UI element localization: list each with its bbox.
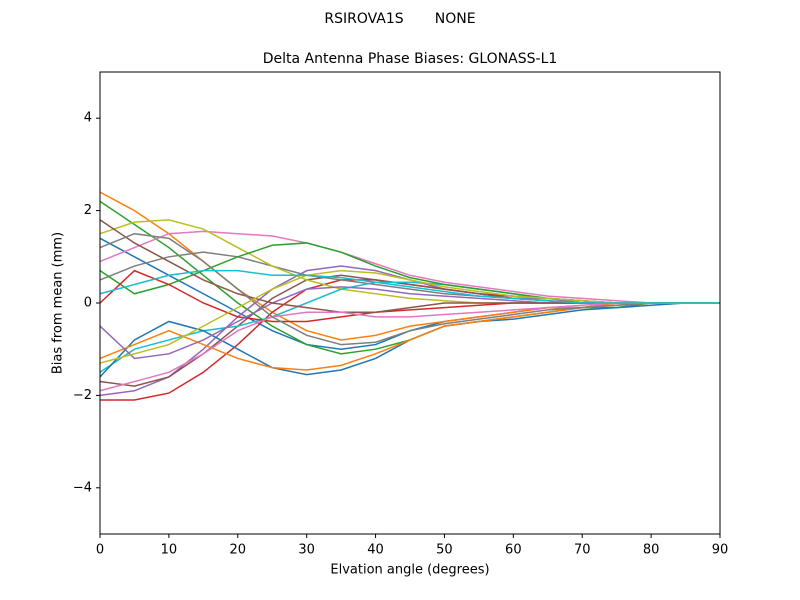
chart-suptitle: RSIROVA1S NONE (324, 11, 475, 27)
x-tick-label: 10 (161, 543, 178, 558)
chart-title: Delta Antenna Phase Biases: GLONASS-L1 (263, 51, 558, 67)
plot-area (99, 191, 720, 401)
y-tick-label: −2 (73, 388, 92, 403)
x-tick-label: 0 (96, 543, 104, 558)
x-axis-label: Elvation angle (degrees) (330, 563, 489, 578)
y-axis-label: Bias from mean (mm) (51, 232, 66, 374)
x-tick-label: 50 (436, 543, 453, 558)
y-tick-label: 0 (84, 296, 92, 311)
series-line (99, 269, 720, 304)
x-tick-label: 80 (643, 543, 660, 558)
x-tick-label: 90 (712, 543, 729, 558)
x-tick-label: 60 (505, 543, 522, 558)
y-tick-label: −4 (73, 480, 92, 495)
series-line (99, 230, 720, 304)
series-line (99, 232, 720, 346)
x-tick-label: 20 (230, 543, 247, 558)
x-tick-label: 30 (298, 543, 315, 558)
x-tick-label: 70 (574, 543, 591, 558)
y-tick-label: 2 (84, 203, 92, 218)
y-tick-label: 4 (84, 111, 92, 126)
x-tick-label: 40 (367, 543, 384, 558)
